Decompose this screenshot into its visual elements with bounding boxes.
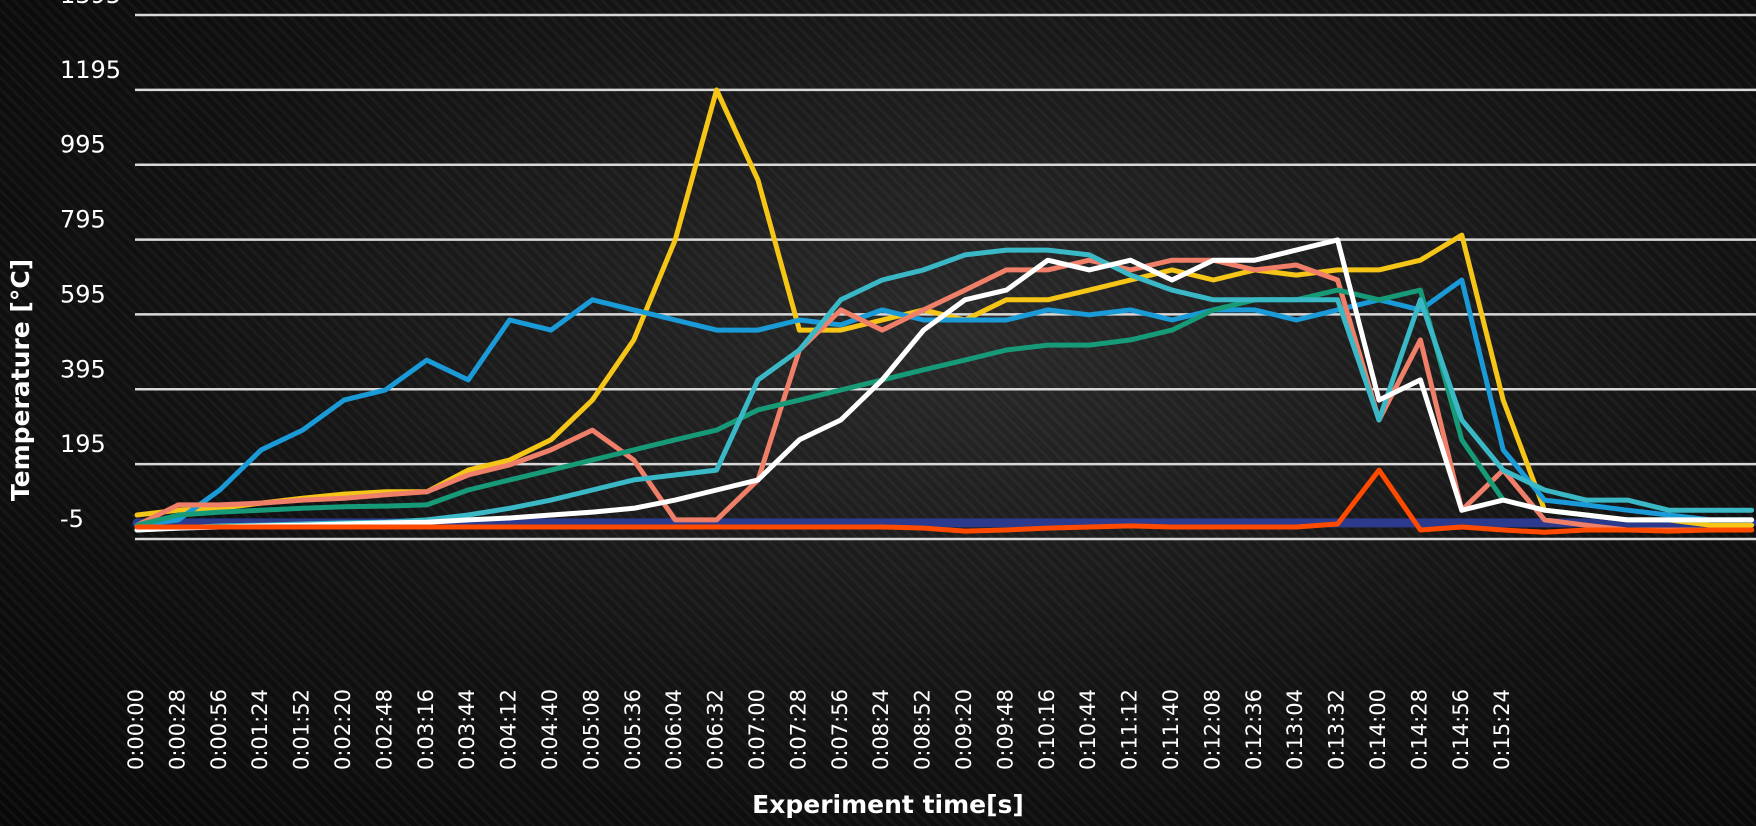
x-tick-label: 0:12:36 (1242, 689, 1266, 770)
x-tick-label: 0:05:36 (621, 689, 645, 770)
x-tick-label: 0:07:28 (786, 689, 810, 770)
x-tick-label: 0:14:00 (1366, 689, 1390, 770)
x-tick-label: 0:00:28 (165, 689, 189, 770)
x-tick-label: 0:15:24 (1490, 689, 1514, 770)
x-tick-label: 0:04:40 (538, 689, 562, 770)
x-tick-label: 0:03:16 (414, 689, 438, 770)
y-tick-label: 195 (60, 430, 106, 458)
x-tick-label: 0:05:08 (579, 689, 603, 770)
x-tick-label: 0:13:04 (1283, 689, 1307, 770)
x-axis-title: Experiment time[s] (752, 790, 1024, 819)
x-tick-label: 0:07:56 (828, 689, 852, 770)
x-tick-label: 0:06:32 (704, 689, 728, 770)
x-tick-label: 0:14:28 (1407, 689, 1431, 770)
series-line (134, 257, 1755, 533)
x-tick-label: 0:10:44 (1076, 689, 1100, 770)
x-tick-label: 0:02:20 (331, 689, 355, 770)
x-tick-label: 0:09:48 (993, 689, 1017, 770)
x-tick-label: 0:10:16 (1035, 689, 1059, 770)
x-tick-label: 0:11:40 (1159, 689, 1183, 770)
series-line (134, 237, 1755, 533)
x-tick-label: 0:08:24 (869, 689, 893, 770)
x-tick-label: 0:11:12 (1118, 689, 1142, 770)
x-tick-label: 0:00:56 (207, 689, 231, 770)
x-tick-label: 0:04:12 (497, 689, 521, 770)
y-axis-title: Temperature [°C] (6, 259, 35, 501)
y-tick-label: 1195 (60, 56, 121, 84)
y-tick-label: 395 (60, 355, 106, 383)
y-tick-label: 995 (60, 131, 106, 159)
x-tick-label: 0:01:24 (248, 689, 272, 770)
x-tick-label: 0:01:52 (290, 689, 314, 770)
x-tick-label: 0:14:56 (1449, 689, 1473, 770)
x-tick-label: 0:08:52 (911, 689, 935, 770)
y-tick-label: 795 (60, 206, 106, 234)
y-tick-label: 1395 (60, 0, 121, 9)
x-tick-label: 0:09:20 (952, 689, 976, 770)
x-tick-label: 0:12:08 (1200, 689, 1224, 770)
series-line (134, 467, 1755, 535)
x-tick-label: 0:00:00 (124, 689, 148, 770)
series-line (134, 287, 1755, 528)
x-tick-label: 0:06:04 (662, 689, 686, 770)
x-tick-label: 0:02:48 (372, 689, 396, 770)
x-tick-label: 0:07:00 (745, 689, 769, 770)
y-tick-label: 595 (60, 280, 106, 308)
x-tick-label: 0:03:44 (455, 689, 479, 770)
x-tick-label: 0:13:32 (1325, 689, 1349, 770)
series-line (134, 277, 1755, 528)
y-tick-label: -5 (60, 505, 84, 533)
